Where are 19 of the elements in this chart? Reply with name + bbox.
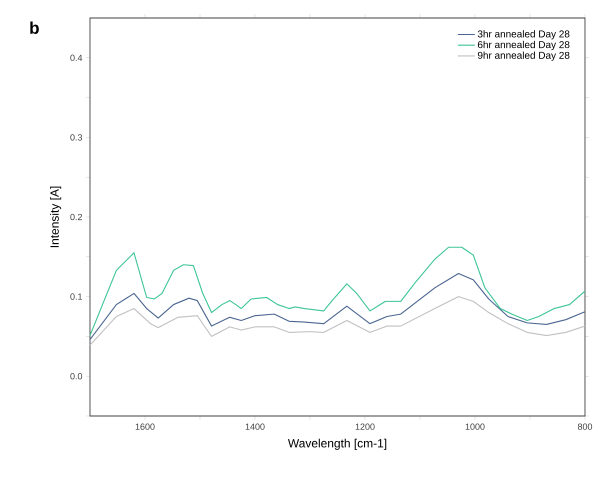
- x-tick-label: 1600: [136, 424, 155, 430]
- line-series: [89, 296, 586, 346]
- x-tick-label: 1200: [356, 424, 375, 430]
- line-series: [89, 272, 586, 340]
- x-tick-label: 800: [578, 424, 592, 430]
- y-tick-label: 0.2: [70, 214, 82, 220]
- y-tick-label: 0.1: [70, 293, 82, 300]
- legend-label: 6hr annealed Day 28: [478, 40, 570, 50]
- x-tick-label: 1000: [466, 424, 485, 430]
- y-tick-label: 0.0: [70, 373, 82, 380]
- y-axis-title: Intensity [A]: [50, 186, 62, 248]
- text: b: [30, 22, 39, 34]
- x-axis-title: Wavelength [cm-1]: [288, 438, 386, 450]
- line-series: [89, 246, 586, 336]
- y-tick-label: 0.3: [70, 134, 82, 141]
- y-tick-label: 0.4: [70, 54, 82, 61]
- legend-label: 3hr annealed Day 28: [478, 30, 570, 40]
- x-tick-label: 1400: [246, 424, 265, 430]
- legend-label: 9hr annealed Day 28: [478, 52, 570, 61]
